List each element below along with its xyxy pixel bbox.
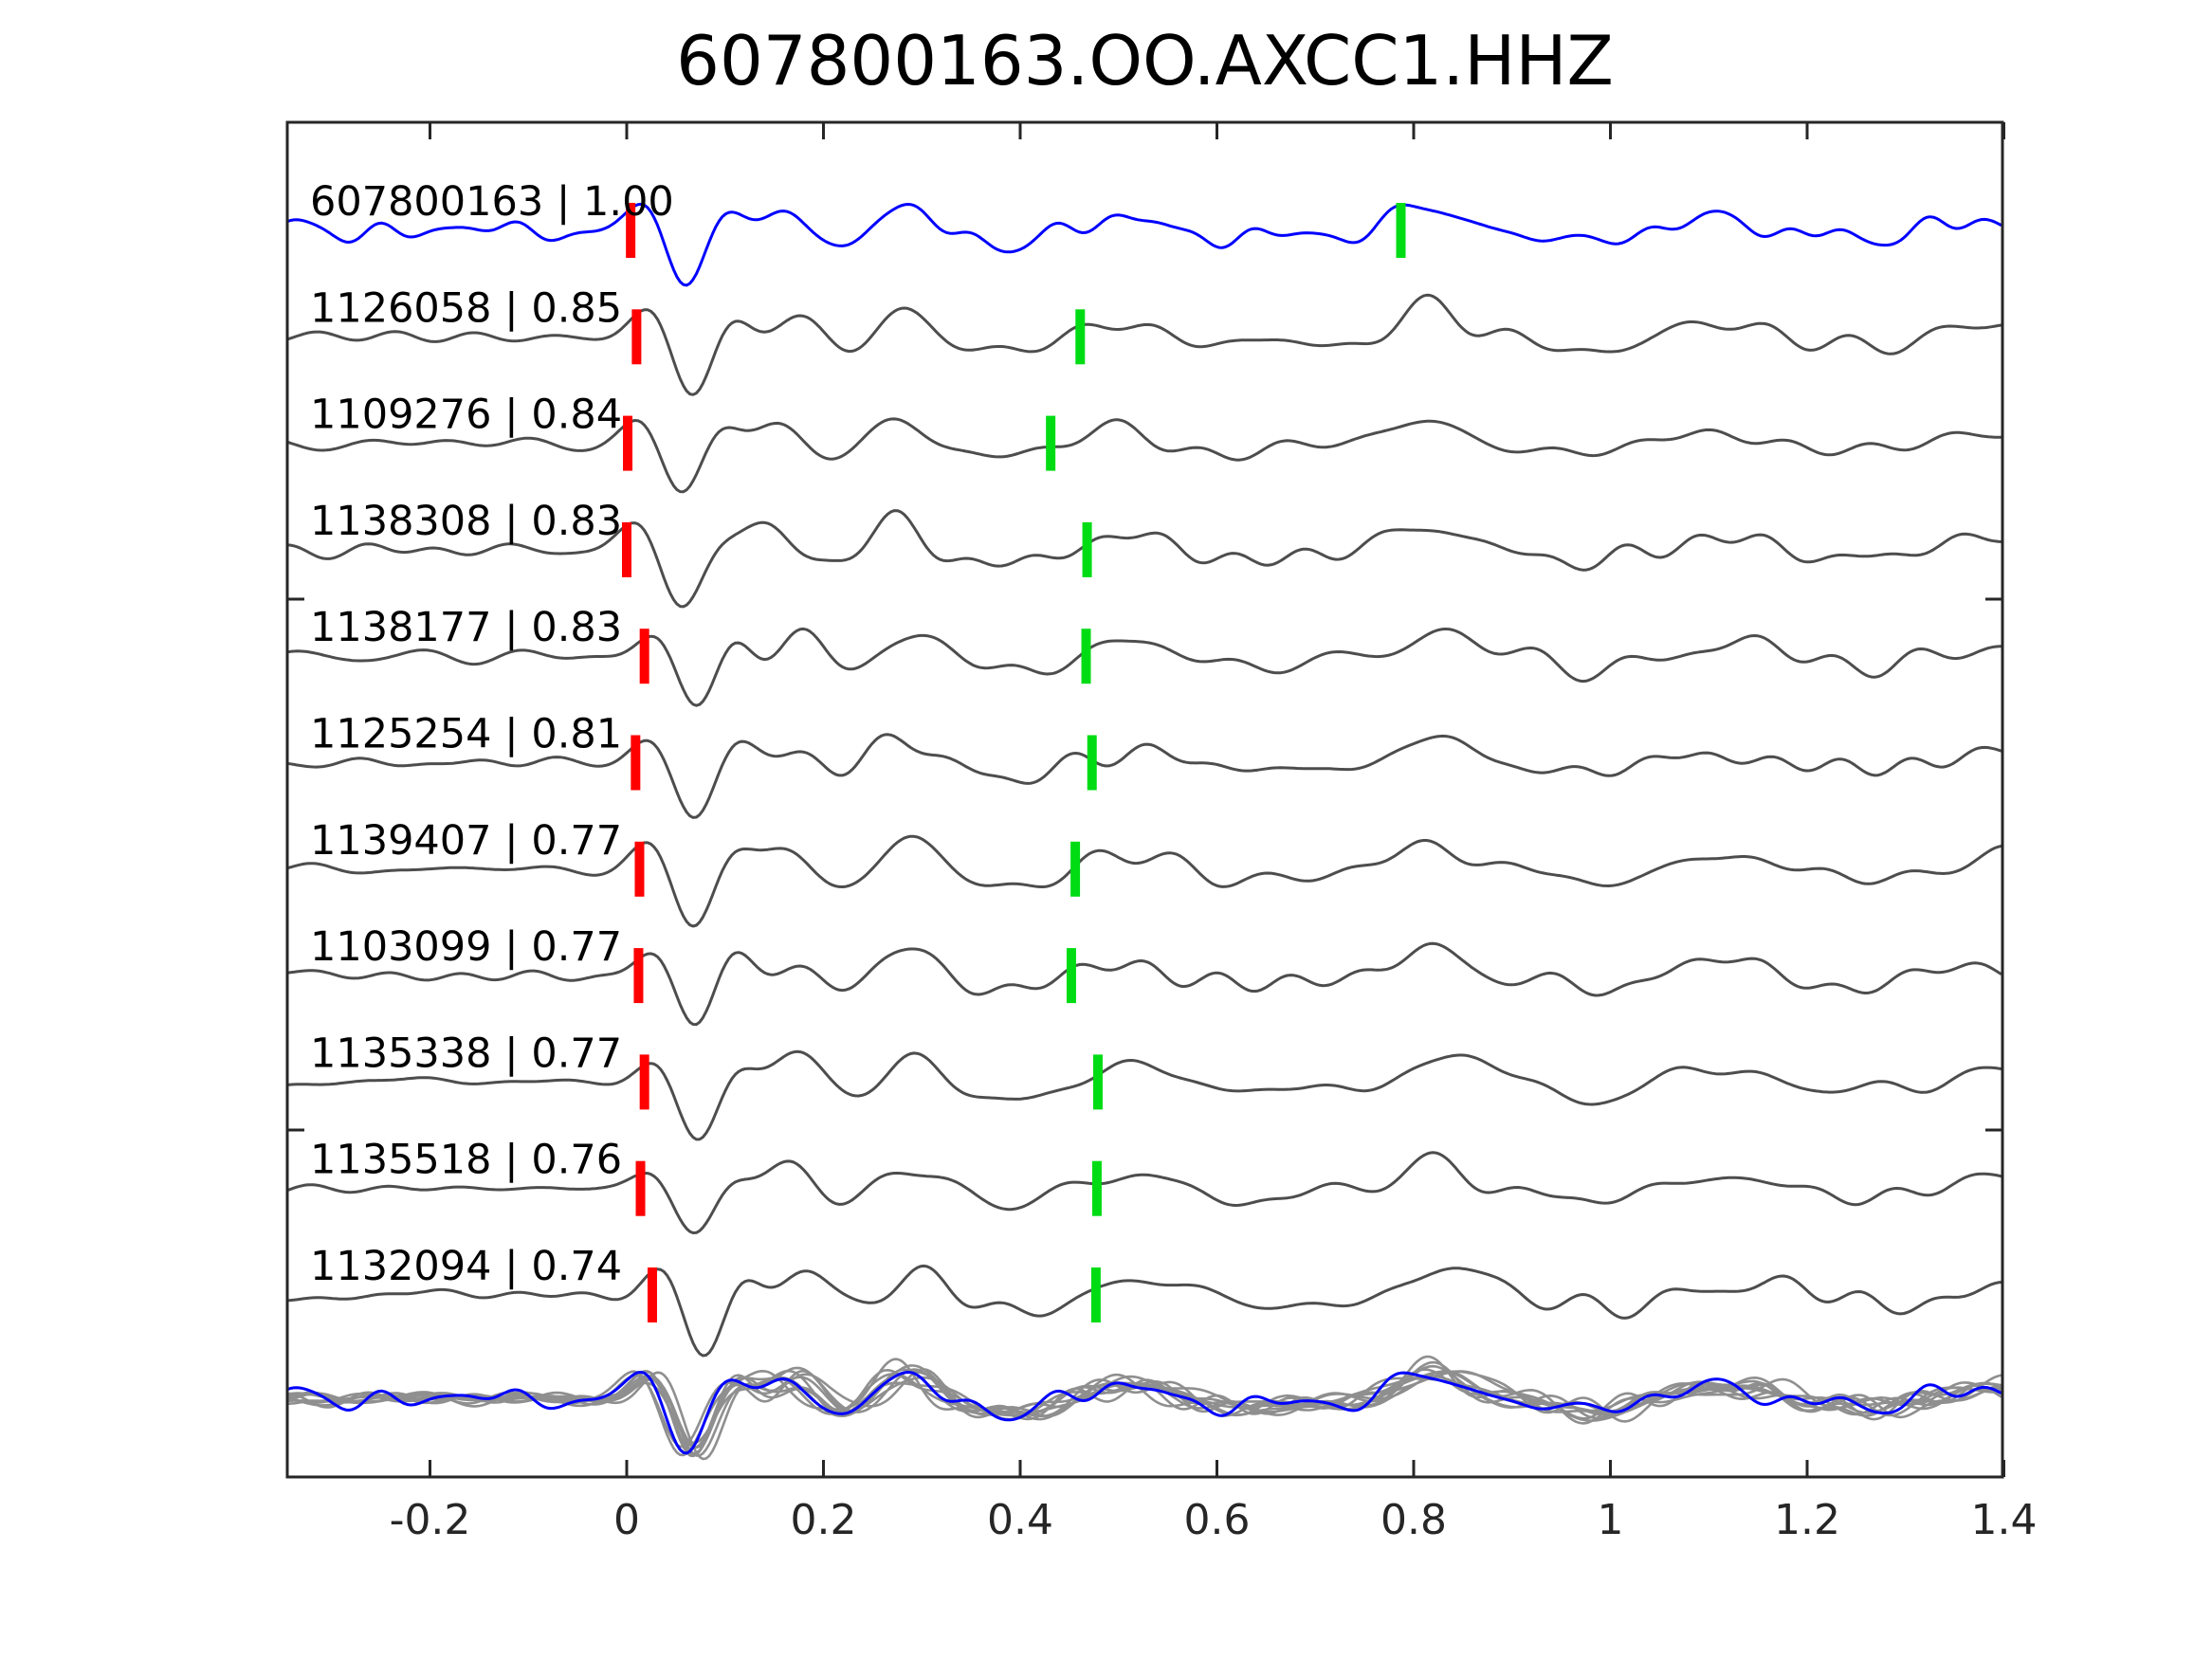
stack-template-607800163 [287, 1370, 2002, 1455]
red-pick-1139407 [634, 841, 645, 897]
trace-label-1132094: 1132094 | 0.74 [310, 1243, 622, 1290]
trace-label-1138177: 1138177 | 0.83 [310, 604, 622, 651]
trace-1135518 [287, 1151, 2002, 1234]
green-pick-1103099 [1066, 948, 1076, 1004]
trace-label-1126058: 1126058 | 0.85 [310, 284, 622, 332]
green-pick-1138177 [1081, 629, 1091, 684]
trace-1132094 [287, 1264, 2002, 1358]
trace-label-1139407: 1139407 | 0.77 [310, 817, 622, 865]
x-tick-label: 0.2 [791, 1496, 857, 1544]
red-pick-1132094 [647, 1267, 657, 1322]
trace-1135338 [287, 1049, 2002, 1141]
trace-1138177 [287, 627, 2002, 707]
x-tick-label: 0.6 [1184, 1496, 1251, 1544]
stack-overlay-1132094 [287, 1368, 2002, 1461]
x-tick-label: 0.8 [1380, 1496, 1447, 1544]
trace-1139407 [287, 834, 2002, 928]
x-tick-label: -0.2 [390, 1496, 471, 1544]
green-pick-1109276 [1046, 415, 1056, 471]
green-pick-1135518 [1091, 1160, 1102, 1216]
axes-box [285, 120, 2004, 1479]
trace-1126058 [287, 293, 2002, 396]
red-pick-1126058 [631, 309, 642, 365]
green-pick-1138308 [1082, 521, 1092, 577]
x-tick-label: 1 [1598, 1496, 1624, 1544]
trace-607800163 [287, 202, 2002, 287]
trace-label-1109276: 1109276 | 0.84 [310, 392, 622, 439]
x-tick-label: 1.4 [1971, 1496, 2038, 1544]
x-tick-label: 1.2 [1774, 1496, 1840, 1544]
red-pick-1125254 [631, 735, 641, 791]
stack-group [287, 1355, 2002, 1461]
trace-label-1103099: 1103099 | 0.77 [310, 923, 622, 971]
trace-label-607800163: 607800163 | 1.00 [310, 178, 674, 226]
red-pick-1138177 [639, 629, 649, 684]
trace-label-1135518: 1135518 | 0.76 [310, 1137, 622, 1184]
trace-1103099 [287, 941, 2002, 1027]
red-pick-1135518 [635, 1160, 646, 1216]
traces-group [287, 202, 2002, 1358]
chart-title: 607800163.OO.AXCC1.HHZ [676, 21, 1614, 100]
trace-1125254 [287, 733, 2002, 819]
green-pick-1125254 [1087, 735, 1097, 791]
green-pick-1139407 [1070, 841, 1081, 897]
trace-label-1138308: 1138308 | 0.83 [310, 498, 622, 545]
red-pick-1138308 [622, 521, 631, 577]
green-pick-1126058 [1075, 309, 1086, 365]
green-pick-1132094 [1090, 1267, 1101, 1322]
x-tick-label: 0.4 [987, 1496, 1053, 1544]
picks-group [622, 203, 1406, 1322]
stack-overlay-1135518 [287, 1360, 2002, 1445]
x-tick-label: 0 [613, 1496, 640, 1544]
red-pick-1109276 [623, 415, 633, 471]
green-pick-1135338 [1092, 1054, 1103, 1110]
trace-1109276 [287, 417, 2002, 494]
red-pick-1103099 [633, 948, 644, 1004]
red-pick-1135338 [639, 1054, 649, 1110]
trace-label-1135338: 1135338 | 0.77 [310, 1030, 622, 1077]
trace-label-1125254: 1125254 | 0.81 [310, 711, 622, 758]
green-pick-607800163 [1396, 203, 1406, 258]
red-pick-607800163 [626, 203, 636, 258]
trace-1138308 [287, 509, 2002, 609]
